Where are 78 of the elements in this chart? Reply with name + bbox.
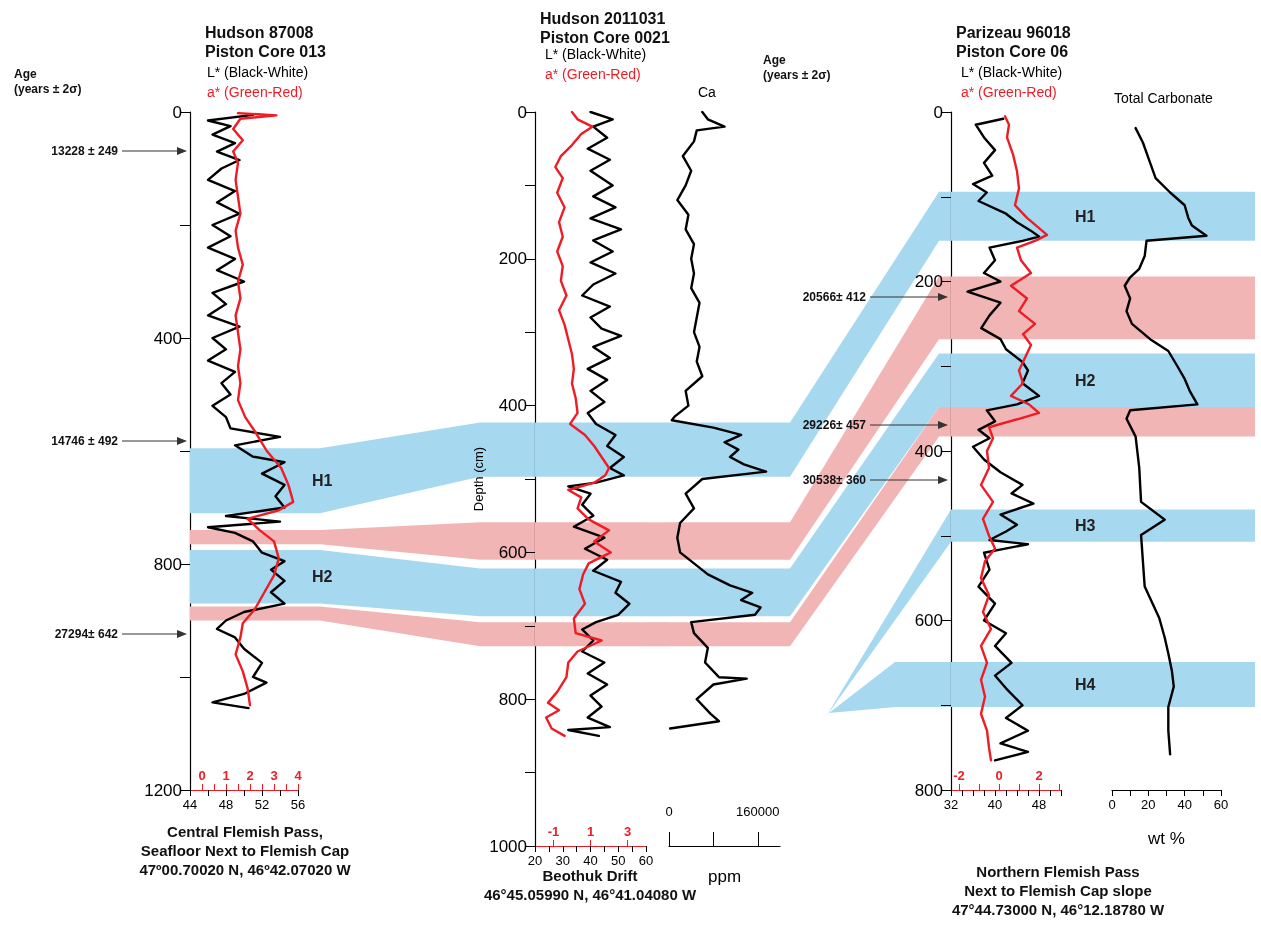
text: 29226± 457 [802,418,867,432]
x-axis-title: wt % [1147,829,1185,848]
x2-tick-label: 0 [198,768,206,783]
x-tick-label: 40 [987,797,1003,812]
x-tick-label: 60 [1213,797,1229,812]
x-tick-label: 50 [611,853,626,868]
chart-title: Parizeau 96018 Piston Core 06 [956,24,1071,60]
y-tick-label: 600 [498,542,527,562]
text: Beothuk Drift 46°45.05990 N, 46°41.04080 W [483,867,697,903]
text: 14746 ± 492 [51,434,119,448]
x-tick-label: 60 [638,853,654,868]
x-axis-title: ppm [707,867,742,886]
line-series [567,110,631,738]
x-tick-label: 0 [1108,797,1116,812]
x2-tick-label: 1 [222,768,230,783]
x-tick-label: 30 [555,853,570,868]
x-tick-label: 0 [665,804,673,819]
y-tick-label: 400 [914,441,943,461]
y-tick-label: 0 [517,102,527,122]
text: 20566± 412 [802,290,867,304]
y-tick-label: 200 [498,249,527,269]
x-tick-label: 20 [527,853,543,868]
x2-tick-label: 0 [995,768,1003,783]
x2-tick-label: 4 [294,768,303,783]
x2-tick-label: 3 [623,824,632,839]
x2-tick-label: -2 [953,768,965,783]
band-label: H2 [312,568,333,586]
x2-tick-label: 2 [1035,768,1043,783]
x-tick-label: 52 [254,797,270,812]
y-tick-label: 600 [914,611,943,630]
text: L* (Black-White) [545,46,647,62]
x-tick-label: 56 [290,797,306,812]
line-series [966,117,1041,762]
band-label: H4 [1075,675,1096,693]
y-tick-label: 800 [153,554,182,574]
band-label: H2 [1075,371,1096,389]
y-axis-title: Depth (cm) [471,446,487,512]
text: L* (Black-White) [207,64,309,80]
y-tick-label: 0 [933,102,943,122]
line-series [206,113,286,710]
band-label: H1 [312,472,333,490]
text: a* (Green-Red) [545,66,641,82]
x2-tick-label: 3 [270,768,278,783]
text: Age (years ± 2σ) [763,52,831,82]
x2-tick-label: 2 [246,768,254,783]
x-tick-label: 40 [583,853,598,868]
y-tick-label: 800 [498,689,527,709]
y-tick-label: 400 [153,328,182,348]
x-tick-label: 20 [1141,797,1156,812]
y-tick-label: 400 [498,396,527,416]
x-tick-label: 160000 [736,804,780,819]
x-tick-label: 48 [218,797,234,812]
text: L* (Black-White) [961,64,1063,80]
x2-tick-label: 1 [586,824,595,839]
series-label: Ca [698,84,717,100]
series-label: a* (Green-Red) [961,84,1057,100]
series-label: a* (Green-Red) [207,84,303,100]
chart-title: Hudson 87008 Piston Core 013 [205,24,327,60]
x-tick-label: 48 [1031,797,1047,812]
text: 13228 ± 249 [51,144,119,158]
y-tick-label: 1000 [489,836,527,856]
text: Age (years ± 2σ) [14,66,82,96]
y-tick-label: 800 [914,780,943,800]
x-tick-label: 32 [943,797,959,812]
text: 30538± 360 [802,473,867,487]
x2-tick-label: -1 [547,824,560,839]
text: Northern Flemish Pass Next to Flemish Cap slope 47°44.73000 N, 46°12.18780 W [951,863,1165,918]
text: 27294± 642 [54,627,119,641]
x-tick-label: 40 [1177,797,1192,812]
text: Total Carbonate [1114,90,1214,106]
band-label: H1 [1075,207,1096,225]
x-tick-label: 44 [182,797,198,812]
y-tick-label: 0 [172,102,182,122]
chart-title: Hudson 2011031 Piston Core 0021 [540,10,670,46]
text: Central Flemish Pass, Seafloor Next to Flemish Cap 47º00.70020 N, 46º42.07020 W [139,823,352,878]
y-tick-label: 1200 [144,780,182,800]
band-label: H3 [1075,517,1096,535]
y-tick-label: 200 [914,272,943,291]
